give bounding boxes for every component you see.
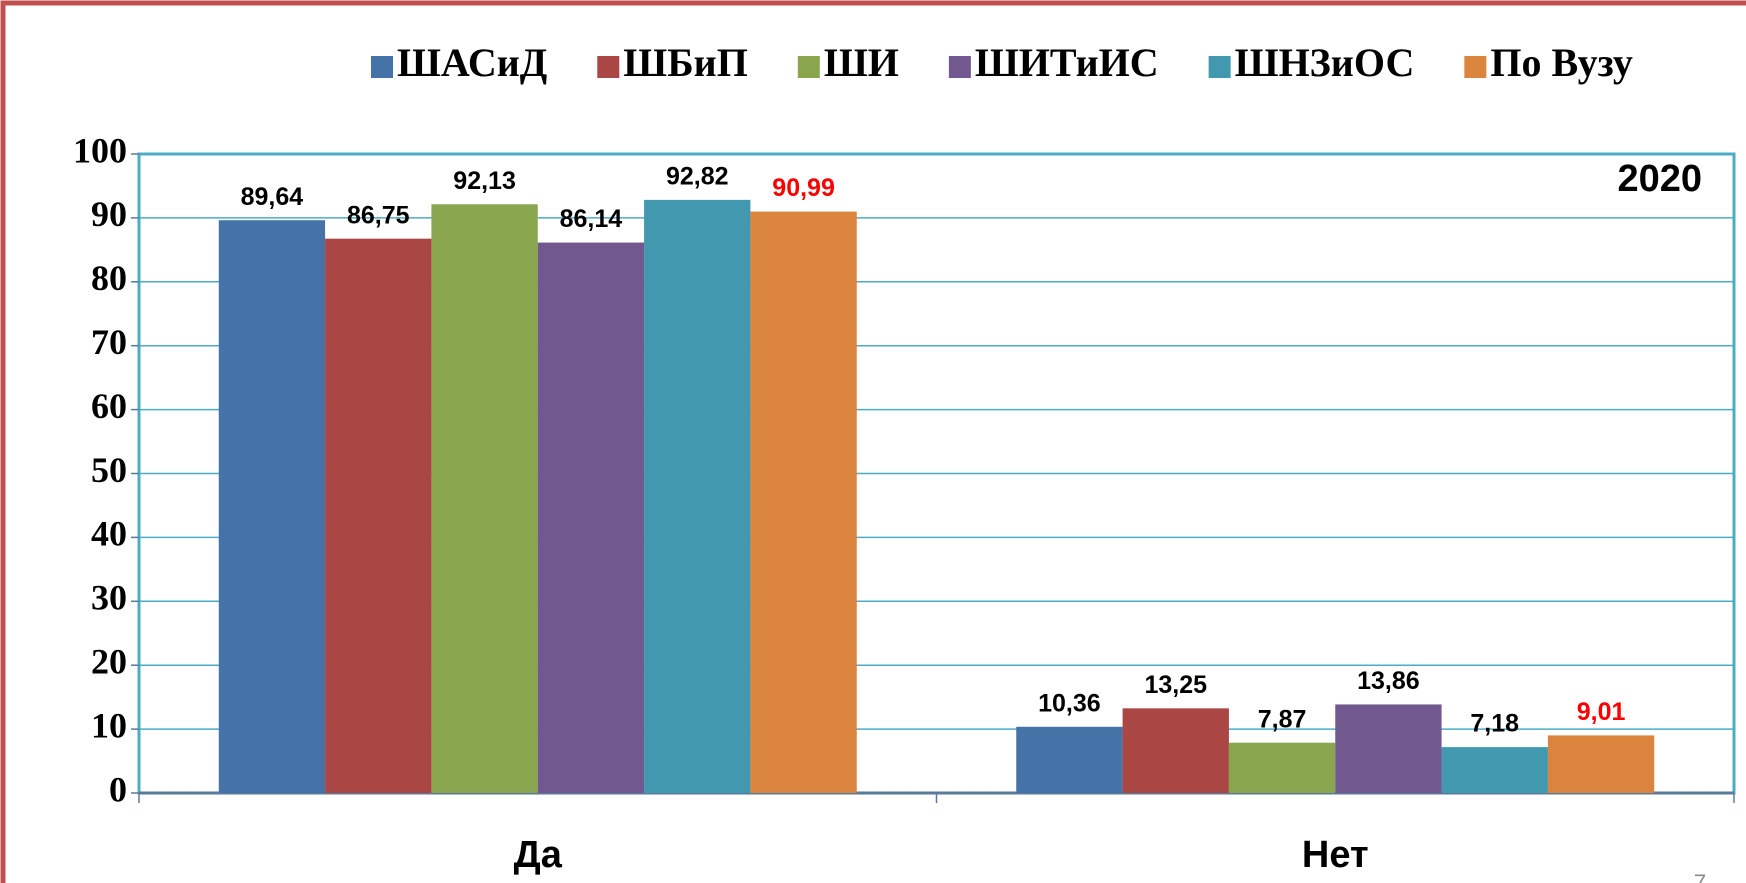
legend-label: По Вузу (1490, 40, 1633, 85)
legend-swatch (1208, 56, 1231, 78)
bar (1441, 747, 1548, 793)
value-label: 90,99 (772, 174, 835, 202)
bar (750, 211, 857, 793)
bar (1335, 704, 1442, 793)
legend-swatch (597, 56, 620, 78)
legend-label: ШИ (824, 40, 899, 85)
x-tick-label: Нет (1302, 834, 1369, 876)
bar (1228, 742, 1336, 793)
y-tick-label: 100 (73, 130, 127, 170)
value-label: 13,25 (1144, 671, 1207, 699)
bar (644, 199, 751, 794)
y-tick-label: 50 (91, 450, 127, 490)
bar (218, 220, 326, 794)
bar (1122, 708, 1229, 793)
y-tick-label: 30 (91, 578, 127, 618)
y-tick-label: 0 (109, 769, 127, 809)
value-label: 10,36 (1038, 689, 1101, 717)
legend-label: ШАСиД (397, 40, 547, 85)
y-tick-label: 70 (91, 322, 127, 362)
value-label: 92,13 (453, 167, 516, 195)
value-label: 7,18 (1470, 710, 1519, 738)
legend-swatch (1464, 56, 1487, 78)
legend-swatch (797, 56, 820, 78)
legend-label: ШИТиИС (975, 40, 1159, 85)
value-label: 89,64 (241, 183, 304, 211)
y-tick-label: 60 (91, 386, 127, 426)
value-label: 86,75 (347, 201, 410, 229)
value-label: 92,82 (666, 162, 729, 190)
legend-swatch (948, 56, 971, 78)
legend-swatch (371, 56, 393, 78)
value-label: 9,01 (1577, 698, 1626, 726)
x-tick-label: Да (514, 834, 563, 876)
y-tick-label: 80 (91, 258, 127, 298)
y-tick-label: 20 (91, 641, 127, 681)
bar (1547, 735, 1655, 793)
value-label: 13,86 (1357, 667, 1420, 695)
bar (537, 242, 645, 793)
y-tick-label: 40 (91, 514, 127, 554)
y-tick-label: 90 (91, 194, 127, 234)
y-tick-label: 10 (91, 705, 127, 745)
bar (431, 204, 538, 793)
legend-label: ШБиП (623, 40, 748, 85)
year-annotation: 2020 (1617, 158, 1702, 200)
page-number: 7 (1694, 870, 1706, 883)
legend-label: ШНЗиОС (1235, 40, 1415, 85)
value-label: 7,87 (1258, 705, 1307, 733)
value-label: 86,14 (560, 205, 623, 233)
bar (1016, 726, 1123, 793)
bar (325, 238, 432, 794)
